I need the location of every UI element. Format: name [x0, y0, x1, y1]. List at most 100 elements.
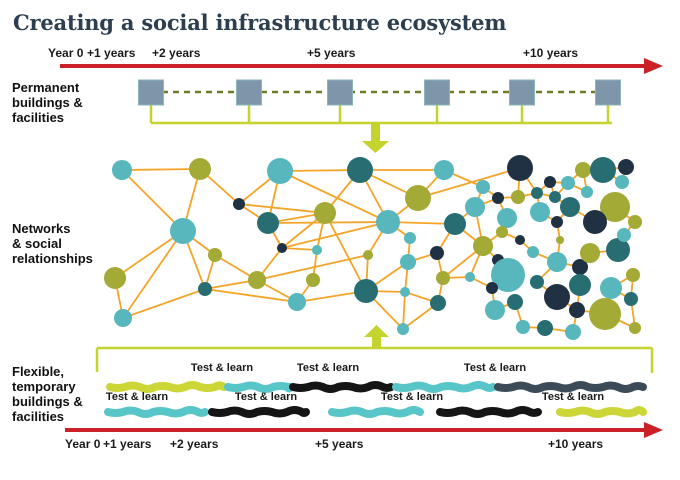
- timeline-bottom-label: Year 0: [65, 437, 101, 451]
- network-edge: [238, 203, 326, 214]
- network-node: [590, 157, 616, 183]
- timeline-top-label: +5 years: [307, 46, 356, 60]
- timeline-bottom-arrow-arrowhead-icon: [644, 422, 663, 438]
- network-node: [544, 284, 570, 310]
- network-node: [376, 210, 400, 234]
- network-node: [544, 176, 556, 188]
- network-node: [569, 274, 591, 296]
- network-edge: [281, 221, 389, 249]
- network-edge: [279, 169, 361, 172]
- page-title: Creating a social infrastructure ecosyst…: [13, 10, 507, 35]
- down-arrow-icon: [362, 141, 389, 153]
- test-learn-label: Test & learn: [105, 391, 169, 403]
- network-node: [347, 157, 373, 183]
- squiggle-stroke: [328, 406, 424, 418]
- network-node: [314, 202, 336, 224]
- timeline-bottom-label: +10 years: [548, 437, 604, 451]
- network-node: [624, 292, 638, 306]
- network-node: [277, 243, 287, 253]
- squiggle-stroke: [208, 406, 310, 418]
- temporary-buildings-squiggles: [104, 381, 647, 418]
- network-node: [400, 287, 410, 297]
- squiggle-stroke: [106, 381, 228, 393]
- permanent-building-square: [509, 79, 535, 106]
- network-node: [615, 175, 629, 189]
- squiggle-stroke: [104, 406, 209, 418]
- network-node: [551, 216, 563, 228]
- network-node: [397, 323, 409, 335]
- up-arrow-icon: [364, 325, 389, 337]
- timeline-top-label: +2 years: [152, 46, 201, 60]
- network-node: [170, 218, 196, 244]
- timeline-top-label: Year 0: [48, 46, 84, 60]
- network-node: [476, 180, 490, 194]
- network-node: [589, 298, 621, 330]
- network-node: [104, 267, 126, 289]
- network-node: [363, 250, 373, 260]
- network-node: [492, 192, 504, 204]
- network-node: [436, 271, 450, 285]
- network-node: [496, 226, 508, 238]
- network-node: [600, 277, 622, 299]
- network-node: [617, 228, 631, 242]
- network-node: [600, 192, 630, 222]
- network-node: [485, 300, 505, 320]
- permanent-building-square: [595, 79, 621, 106]
- network-edge: [281, 247, 318, 251]
- network-edge: [121, 168, 201, 171]
- network-edge: [114, 230, 184, 279]
- network-node: [556, 236, 564, 244]
- squiggle-stroke: [494, 381, 647, 393]
- network-node: [537, 320, 553, 336]
- network-node: [531, 187, 543, 199]
- network-node: [549, 191, 561, 203]
- network-node: [434, 160, 454, 180]
- network-node: [547, 252, 567, 272]
- network-node: [491, 258, 525, 292]
- timeline-top-label: +1 years: [87, 46, 136, 60]
- network-node: [561, 176, 575, 190]
- network-edge: [204, 288, 298, 303]
- timeline-top-label: +10 years: [523, 46, 579, 60]
- network-node: [112, 160, 132, 180]
- test-learn-label: Test & learn: [296, 362, 360, 374]
- network-node: [497, 208, 517, 228]
- test-learn-label: Test & learn: [234, 391, 298, 403]
- network-node: [530, 202, 550, 222]
- network-node: [473, 236, 493, 256]
- network-node: [565, 324, 581, 340]
- squiggle-stroke: [436, 406, 542, 418]
- network-node: [465, 197, 485, 217]
- network-node: [404, 232, 416, 244]
- squiggle-stroke: [392, 381, 497, 393]
- network-node: [306, 273, 320, 287]
- network-node: [575, 162, 591, 178]
- network-node: [516, 320, 530, 334]
- network-edge: [121, 169, 184, 232]
- network-node: [114, 309, 132, 327]
- network-node: [507, 155, 533, 181]
- row-label-flexible: Flexible, temporary buildings & faciliti…: [12, 364, 83, 424]
- network-node: [248, 271, 266, 289]
- squiggle-stroke: [289, 381, 395, 393]
- network-node: [486, 282, 498, 294]
- permanent-building-square: [236, 79, 262, 106]
- test-learn-label: Test & learn: [380, 391, 444, 403]
- network-node: [267, 158, 293, 184]
- network-node: [606, 238, 630, 262]
- network-node: [444, 213, 466, 235]
- network-node: [507, 294, 523, 310]
- network-node: [511, 190, 525, 204]
- network-node: [560, 197, 580, 217]
- row-label-permanent: Permanent buildings & facilities: [12, 80, 83, 125]
- network-edge: [279, 170, 389, 223]
- network-node: [233, 198, 245, 210]
- network-edge: [402, 291, 406, 330]
- network-node: [583, 210, 607, 234]
- test-learn-label: Test & learn: [190, 362, 254, 374]
- timeline-top-arrow-arrowhead-icon: [644, 58, 663, 74]
- network-node: [430, 295, 446, 311]
- timeline-bottom-label: +5 years: [315, 437, 364, 451]
